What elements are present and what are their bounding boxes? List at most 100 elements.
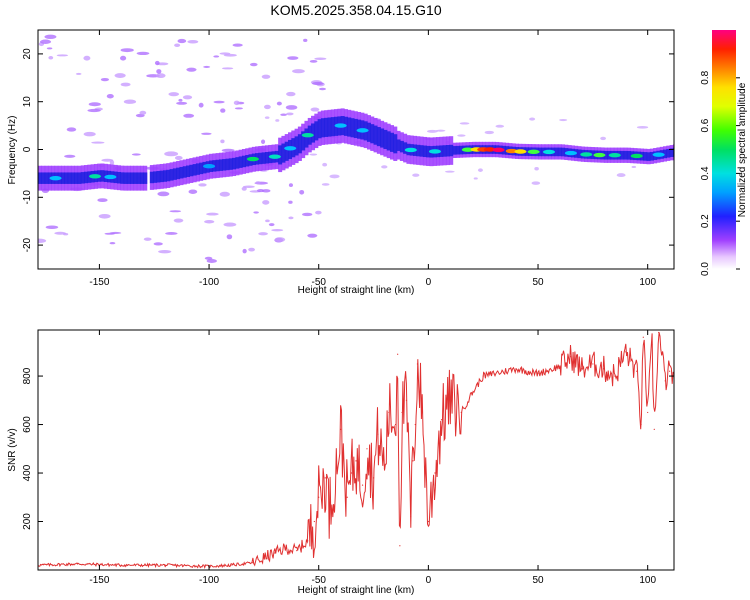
snr-series-line [38,332,674,570]
spectrogram-ridge-core [311,123,316,143]
spectrogram-noise-blob [153,242,163,246]
spectrogram-ridge-core [136,172,141,184]
spectrogram-noise-blob [534,166,539,171]
spectrogram-noise-blob [114,73,126,78]
spectrogram-ridge-core [172,168,177,180]
spectrogram-ridge-core [87,171,92,183]
snr-y-label: SNR (v/v) [7,428,18,471]
spectrogram-noise-blob [261,74,271,79]
snr-data-point [603,368,605,370]
spectrogram-noise-blob [559,119,568,122]
snr-data-point [397,353,399,355]
snr-data-point [537,373,539,375]
snr-data-point [434,472,436,474]
spectrogram-hotspot [356,128,369,133]
spectrogram-noise-blob [616,173,626,178]
spectrogram-noise-blob [201,132,212,135]
spectrogram-noise-blob [435,129,446,132]
spectrogram-noise-blob [158,250,172,254]
spectrogram-noise-blob [309,153,318,156]
spectrogram-noise-blob [600,136,607,141]
spectrogram-noise-blob [234,107,243,110]
spectrogram-hotspot [104,174,117,180]
spectrogram-noise-blob [56,54,69,57]
spectrogram-noise-blob [311,81,324,86]
spectrogram-hotspot [580,152,593,157]
spectrogram-noise-blob [183,113,195,118]
snr-data-point [164,564,166,566]
spectrogram-noise-blob [275,119,280,122]
snr-data-point [614,375,616,377]
spectrogram-noise-blob [120,82,131,87]
figure-title: KOM5.2025.358.04.15.G10 [270,2,441,18]
spectrogram-ridge-core [228,158,233,170]
spectrogram-y-label: Frequency (Hz) [7,116,18,185]
spectrogram-noise-blob [109,231,122,234]
spectrogram-ridge-core [215,159,220,172]
spectrogram-ridge-core [232,157,237,170]
spectrogram-hotspot [542,149,555,155]
colorbar-ticks: 0.0 0.2 0.4 0.6 0.8 [700,70,740,276]
spectrogram-ridge-core [123,172,128,184]
snr-data-point [313,520,315,523]
snr-data-point [296,550,298,552]
snr-y-tick-label: 600 [22,416,33,433]
snr-data-point [263,557,265,559]
snr-x-tick-label: -150 [89,575,109,586]
snr-data-point [120,564,122,566]
spectrogram-noise-blob [280,113,287,116]
spectrogram-ridge-core [126,172,131,184]
spectrogram-ridge-core [218,159,223,171]
colorbar-tick-label: 0.0 [700,262,711,276]
spectrogram-ridge-core [396,139,401,151]
spectrogram-noise-blob [484,130,494,135]
spectrogram-noise-blob [264,104,271,110]
snr-data-point [340,428,342,430]
spectrogram-ridge-core [347,117,352,137]
spectrogram-ridge-core [139,172,144,184]
snr-data-point [416,363,419,365]
spectrogram-ridge-core [554,147,559,157]
spectrogram-noise-blob [213,100,225,104]
snr-background [38,330,674,570]
snr-y-ticks: 200 400 600 800 [22,367,674,530]
spectrogram-ridge-core [366,122,371,142]
spectrogram-ridge-core [38,172,42,184]
spectrogram-ridge-core [524,147,529,156]
spectrogram-noise-blob [426,129,438,133]
spectrogram-ridge-core [245,154,250,167]
spectrogram-ridge-core [156,171,161,183]
spectrogram-noise-blob [157,191,170,197]
spectrogram-ridge-core [603,150,608,160]
spectrogram-ridge-core [284,141,289,161]
spectrogram-y-tick-label: 10 [22,96,33,108]
spectrogram-ridge-core [235,157,240,169]
spectrogram-ridge-core [159,170,164,183]
spectrogram-ridge-core [399,140,404,153]
spectrogram-y-ticks: -20 -10 0 10 20 [22,48,674,252]
spectrogram-ridge-core [195,163,200,175]
spectrogram-noise-blob [286,91,296,97]
spectrogram-ridge-core [557,147,562,157]
snr-data-point [440,419,443,421]
snr-x-tick-label: -100 [199,575,219,586]
spectrogram-ridge-core [202,161,207,174]
spectrogram-ridge-core [301,131,306,151]
snr-data-point [515,368,517,370]
spectrogram-noise-blob [286,112,294,116]
spectrogram-noise-blob [176,101,188,105]
spectrogram-ridge-core [261,152,266,164]
spectrogram-ridge-core [264,152,269,164]
spectrogram-noise-blob [123,99,137,104]
spectrogram-ridge-core [403,142,408,154]
spectrogram-noise-blob [83,55,91,61]
spectrogram-noise-blob [221,148,235,153]
spectrogram-ridge-core [70,172,75,184]
spectrogram-ridge-core [169,169,174,181]
spectrogram-noise-blob [329,174,340,179]
spectrogram-ridge-core [452,146,457,155]
spectrogram-noise-blob [204,256,213,260]
spectrogram-noise-blob [98,213,111,219]
snr-data-point [636,370,638,372]
